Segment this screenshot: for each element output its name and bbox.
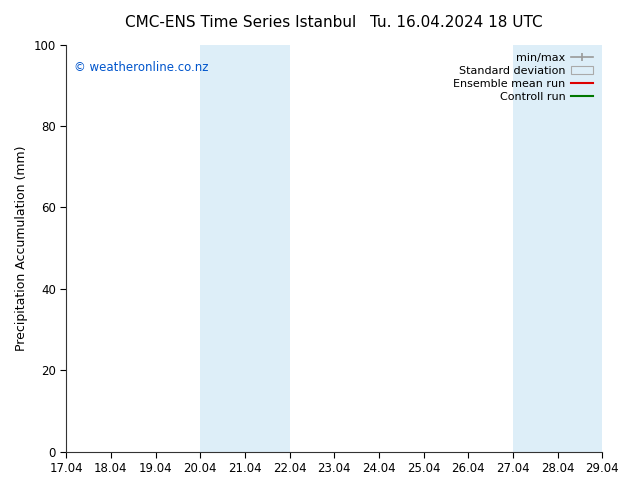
Legend: min/max, Standard deviation, Ensemble mean run, Controll run: min/max, Standard deviation, Ensemble me… <box>450 50 597 105</box>
Bar <box>200 45 290 452</box>
Bar <box>513 45 602 452</box>
Y-axis label: Precipitation Accumulation (mm): Precipitation Accumulation (mm) <box>15 146 28 351</box>
Text: Tu. 16.04.2024 18 UTC: Tu. 16.04.2024 18 UTC <box>370 15 543 30</box>
Text: CMC-ENS Time Series Istanbul: CMC-ENS Time Series Istanbul <box>126 15 356 30</box>
Text: © weatheronline.co.nz: © weatheronline.co.nz <box>74 61 209 74</box>
